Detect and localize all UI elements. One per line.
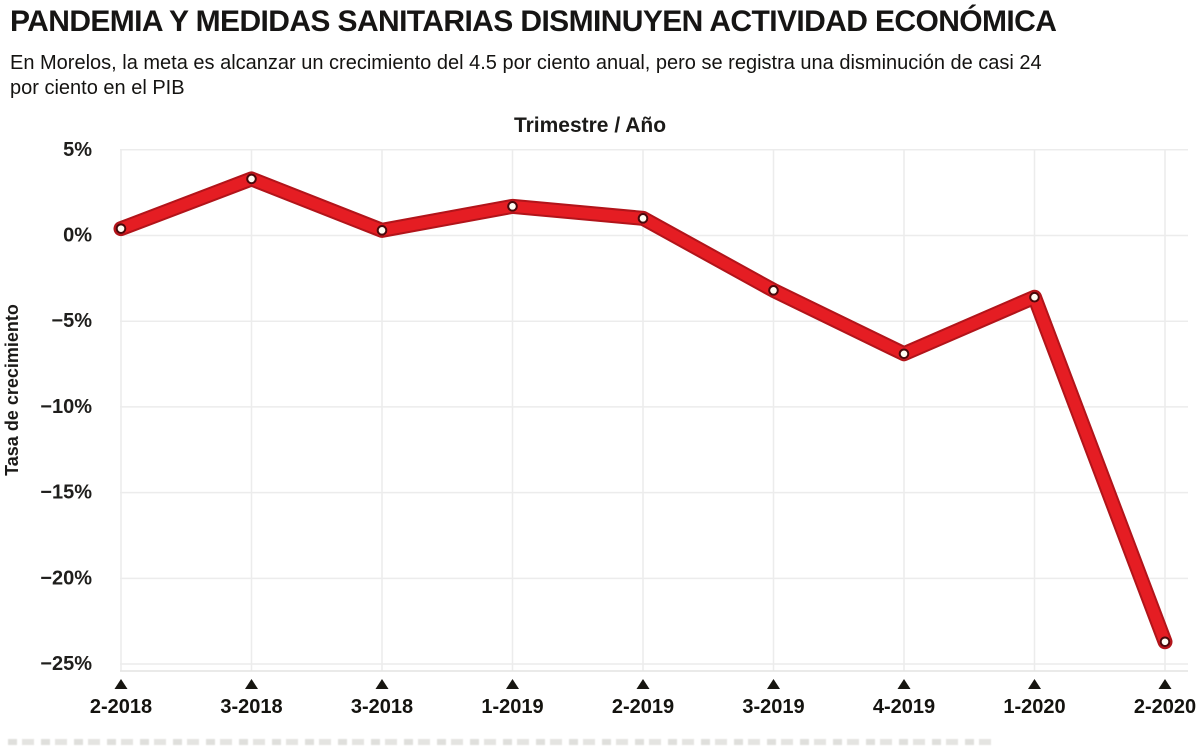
page-title: PANDEMIA Y MEDIDAS SANITARIAS DISMINUYEN… (10, 5, 1057, 38)
data-point-marker (898, 348, 910, 360)
x-tick-triangle-icon (375, 679, 389, 689)
data-point-marker (507, 201, 518, 212)
x-tick-label: 4-2019 (873, 696, 935, 718)
y-tick-label: −20% (40, 567, 92, 589)
y-tick-label: −10% (40, 396, 92, 418)
x-tick-triangle-icon (506, 679, 519, 689)
data-point-marker (637, 213, 649, 224)
x-tick-triangle-icon (114, 679, 128, 689)
x-tick-triangle-icon (636, 679, 650, 689)
x-tick-triangle-icon (245, 679, 258, 689)
data-point-marker (1159, 636, 1171, 648)
x-tick-label: 2-2019 (612, 696, 674, 718)
y-tick-label: −5% (51, 310, 92, 332)
y-tick-label: 0% (63, 225, 92, 247)
x-tick-label: 3-2018 (220, 696, 282, 718)
y-tick-label: 5% (63, 139, 92, 161)
x-tick-triangle-icon (767, 679, 780, 689)
x-tick-label: 1-2020 (1003, 696, 1065, 718)
x-tick-label: 2-2018 (90, 696, 152, 718)
x-tick-triangle-icon (1028, 679, 1041, 689)
x-tick-label: 2-2020 (1134, 696, 1196, 718)
y-tick-label: −25% (40, 653, 92, 675)
data-point-marker (768, 285, 779, 296)
data-point-marker (115, 223, 127, 234)
y-tick-label: −15% (40, 482, 92, 504)
data-point-marker (376, 225, 388, 236)
page-subtitle: En Morelos, la meta es alcanzar un creci… (10, 51, 1140, 100)
x-tick-triangle-icon (1158, 679, 1172, 689)
x-tick-label: 3-2019 (742, 696, 804, 718)
data-point-marker (246, 173, 257, 185)
x-tick-triangle-icon (897, 679, 911, 689)
data-point-marker (1029, 291, 1040, 303)
x-tick-label: 3-2018 (351, 696, 413, 718)
cropped-source-text-strip (8, 739, 998, 745)
subtitle-line-2: por ciento en el PIB (10, 76, 185, 99)
x-tick-label: 1-2019 (481, 696, 543, 718)
subtitle-line-1: En Morelos, la meta es alcanzar un creci… (10, 52, 1042, 74)
growth-line-chart: 5% 0% −5% −10% −15% −20% −25% 2-2018 3-2018 3-201… (40, 139, 1196, 718)
